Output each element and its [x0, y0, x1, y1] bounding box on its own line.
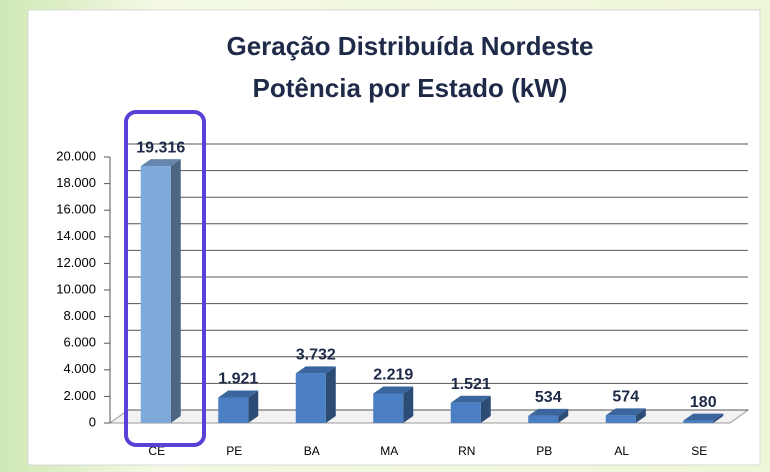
y-tick-label: 6.000: [63, 335, 96, 350]
bar: [450, 402, 481, 423]
x-tick-label: CE: [148, 444, 165, 458]
bar: [683, 420, 714, 423]
x-tick-label: PE: [226, 444, 242, 458]
y-tick-label: 2.000: [63, 388, 96, 403]
bar-top: [218, 390, 259, 398]
value-label: 574: [612, 389, 639, 406]
y-tick-label: 12.000: [56, 255, 96, 270]
y-tick-label: 10.000: [56, 281, 96, 296]
chart-subtitle: Potência por Estado (kW): [253, 73, 568, 103]
value-label: 180: [690, 394, 717, 411]
bar-side: [325, 366, 336, 423]
bar-top: [528, 408, 569, 416]
bar: [605, 415, 636, 423]
bar-side: [403, 386, 414, 423]
bar-top: [450, 395, 491, 403]
bar-side: [480, 395, 491, 423]
bar-side: [170, 159, 181, 423]
bar-top: [140, 159, 181, 167]
bar-side: [558, 408, 569, 423]
y-tick-label: 16.000: [56, 202, 96, 217]
y-tick-label: 20.000: [56, 148, 96, 163]
highlight-box: [124, 110, 206, 447]
bar-top: [683, 413, 724, 421]
bar: [528, 415, 559, 423]
x-tick-label: BA: [304, 444, 320, 458]
value-label: 3.732: [296, 347, 336, 364]
value-label: 1.521: [451, 376, 491, 393]
bar: [140, 166, 171, 423]
x-tick-label: RN: [458, 444, 475, 458]
bar-top: [373, 386, 414, 394]
bar: [373, 393, 404, 423]
y-tick-label: 0: [89, 414, 96, 429]
bar-top: [295, 366, 336, 374]
bar: [218, 397, 249, 423]
x-tick-label: AL: [614, 444, 629, 458]
bar-side: [713, 413, 724, 423]
bar: [295, 373, 326, 423]
x-tick-label: SE: [691, 444, 707, 458]
chart-title: Geração Distribuída Nordeste: [227, 31, 594, 61]
y-tick-label: 4.000: [63, 361, 96, 376]
value-label: 1.921: [218, 371, 258, 388]
x-tick-label: PB: [536, 444, 552, 458]
x-tick-label: MA: [380, 444, 398, 458]
value-label: 19.316: [136, 139, 185, 156]
value-label: 2.219: [373, 367, 413, 384]
value-label: 534: [535, 389, 562, 406]
y-tick-label: 8.000: [63, 308, 96, 323]
bar-side: [635, 408, 646, 423]
y-tick-label: 14.000: [56, 228, 96, 243]
y-tick-label: 18.000: [56, 175, 96, 190]
bar-side: [248, 390, 259, 423]
bar-top: [605, 408, 646, 416]
